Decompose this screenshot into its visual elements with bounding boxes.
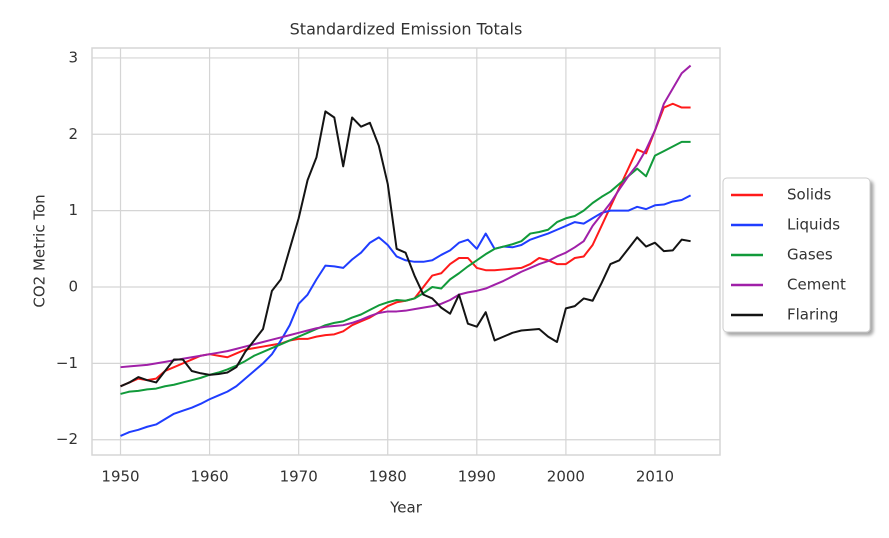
- series-line: [120, 140, 691, 395]
- x-tick-label: 1980: [369, 468, 407, 486]
- y-tick-label: 0: [68, 278, 78, 296]
- legend-label: Cement: [787, 276, 846, 294]
- y-tick-label: −1: [56, 354, 78, 372]
- y-tick-label: −2: [56, 430, 78, 448]
- series-line: [120, 64, 692, 369]
- legend-label: Liquids: [787, 216, 840, 234]
- y-tick-label: 3: [68, 48, 78, 66]
- x-tick-label: 2000: [547, 468, 585, 486]
- legend-label: Solids: [787, 186, 832, 204]
- x-tick-label: 1990: [458, 468, 496, 486]
- legend: Solids Liquids Gases Cement Flaring: [722, 177, 871, 333]
- y-axis-label: CO2 Metric Ton: [31, 194, 49, 307]
- series-line: [120, 194, 692, 437]
- x-axis-label: Year: [389, 499, 423, 517]
- legend-label: Gases: [787, 246, 833, 264]
- legend-box: [722, 177, 871, 333]
- plot-frame: [91, 47, 721, 456]
- x-tick-label: 1950: [101, 468, 139, 486]
- x-tick-label: 1970: [280, 468, 318, 486]
- y-tick-label: 2: [68, 125, 78, 143]
- x-tick-label: 1960: [190, 468, 228, 486]
- x-tick-label: 2010: [636, 468, 674, 486]
- legend-label: Flaring: [787, 306, 838, 324]
- y-tick-label: 1: [68, 201, 78, 219]
- series-line: [120, 110, 691, 388]
- chart-title: Standardized Emission Totals: [290, 20, 523, 39]
- series-line: [120, 102, 691, 388]
